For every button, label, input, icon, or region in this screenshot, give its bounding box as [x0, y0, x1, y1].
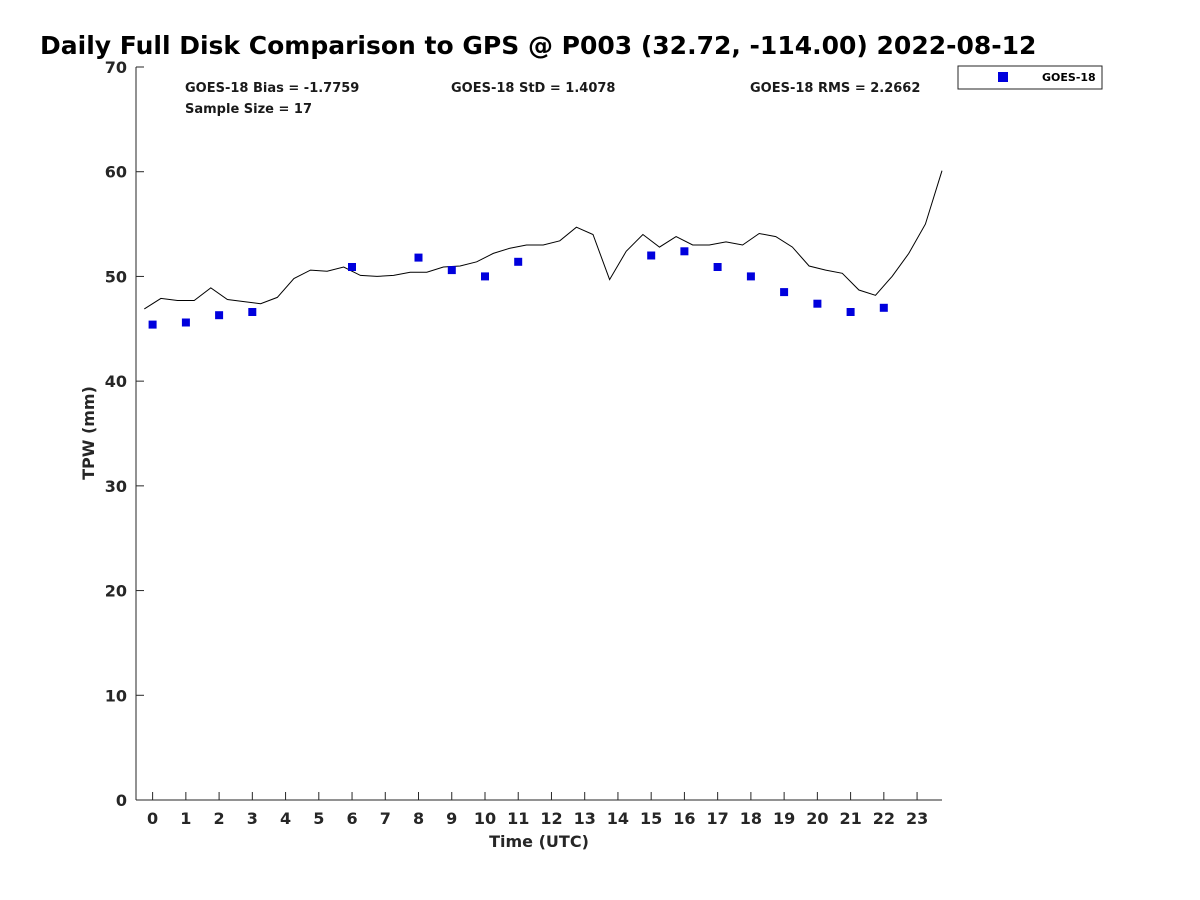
x-tick-label: 2 [214, 809, 225, 828]
legend: GOES-18 [957, 65, 1103, 90]
legend-label-goes18: GOES-18 [1042, 71, 1096, 84]
x-tick-label: 15 [640, 809, 662, 828]
goes18-point [215, 311, 224, 320]
goes18-point [348, 263, 356, 271]
legend-box [957, 65, 1103, 90]
goes18-point [813, 299, 822, 308]
y-tick-label: 10 [105, 686, 127, 705]
goes18-point [481, 272, 489, 281]
rms-annotation: GOES-18 RMS = 2.2662 [750, 81, 920, 96]
sample-size-annotation: Sample Size = 17 [185, 102, 312, 117]
x-tick-label: 9 [446, 809, 457, 828]
goes18-point [713, 263, 722, 271]
goes18-point [680, 247, 689, 256]
y-axis-label: TPW (mm) [79, 386, 98, 480]
bias-annotation: GOES-18 Bias = -1.7759 [185, 81, 359, 96]
x-tick-label: 0 [147, 809, 158, 828]
x-tick-label: 11 [507, 809, 529, 828]
goes18-point [647, 251, 656, 260]
x-tick-label: 20 [806, 809, 828, 828]
goes18-point [746, 272, 755, 281]
chart-title: Daily Full Disk Comparison to GPS @ P003… [40, 31, 1036, 60]
goes18-point [181, 318, 190, 327]
goes18-point [846, 308, 855, 316]
legend-marker-goes18 [998, 72, 1008, 82]
x-tick-label: 8 [413, 809, 424, 828]
x-tick-label: 7 [380, 809, 391, 828]
x-tick-label: 10 [474, 809, 496, 828]
x-axis-label: Time (UTC) [489, 832, 589, 851]
y-tick-label: 0 [116, 791, 127, 810]
x-tick-label: 1 [180, 809, 191, 828]
std-annotation: GOES-18 StD = 1.4078 [451, 81, 615, 96]
goes18-point [414, 253, 423, 262]
goes18-point [248, 308, 257, 316]
y-tick-label: 70 [105, 58, 127, 77]
goes18-point [447, 266, 456, 275]
x-tick-label: 5 [313, 809, 324, 828]
x-tick-label: 3 [247, 809, 258, 828]
x-tick-label: 19 [773, 809, 795, 828]
y-ticks: 0 10 20 30 40 50 60 70 [105, 58, 144, 810]
x-tick-label: 13 [574, 809, 596, 828]
y-tick-label: 30 [105, 477, 127, 496]
goes18-point [879, 303, 888, 312]
gps-line-series [144, 170, 943, 310]
gps-tpw-line [144, 170, 943, 310]
x-ticks: 0 1 2 3 4 5 6 7 8 9 10 11 12 13 14 15 16 17 18 19 20 21 22 23 [147, 792, 928, 828]
goes18-point [514, 257, 523, 266]
y-tick-label: 60 [105, 163, 127, 182]
plot-area-box [136, 67, 942, 800]
x-tick-label: 16 [673, 809, 695, 828]
x-tick-label: 21 [839, 809, 861, 828]
x-tick-label: 4 [280, 809, 291, 828]
x-tick-label: 12 [540, 809, 562, 828]
x-tick-label: 23 [906, 809, 928, 828]
x-tick-label: 18 [740, 809, 762, 828]
plot-axes [135, 67, 942, 801]
y-tick-label: 40 [105, 372, 127, 391]
goes18-scatter-series [148, 247, 888, 329]
x-tick-label: 22 [873, 809, 895, 828]
x-tick-label: 14 [607, 809, 629, 828]
x-tick-label: 17 [707, 809, 729, 828]
y-tick-label: 50 [105, 267, 127, 286]
goes18-point [148, 320, 157, 329]
x-tick-label: 6 [346, 809, 357, 828]
goes18-point [780, 288, 789, 297]
y-tick-label: 20 [105, 582, 127, 601]
